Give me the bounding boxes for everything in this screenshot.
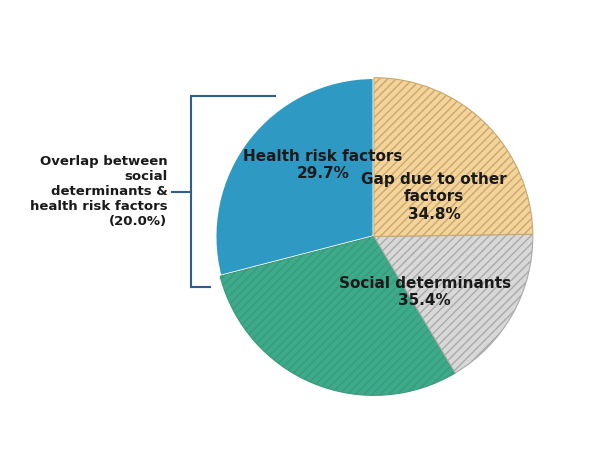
Text: Social determinants
35.4%: Social determinants 35.4%	[339, 276, 511, 308]
Text: Health risk factors
29.7%: Health risk factors 29.7%	[244, 149, 403, 181]
Text: Gap due to other
factors
34.8%: Gap due to other factors 34.8%	[362, 172, 507, 222]
Wedge shape	[374, 234, 533, 373]
Text: Overlap between
social
determinants &
health risk factors
(20.0%): Overlap between social determinants & he…	[30, 156, 167, 228]
Wedge shape	[374, 78, 533, 236]
Wedge shape	[220, 236, 455, 395]
Wedge shape	[215, 78, 374, 276]
